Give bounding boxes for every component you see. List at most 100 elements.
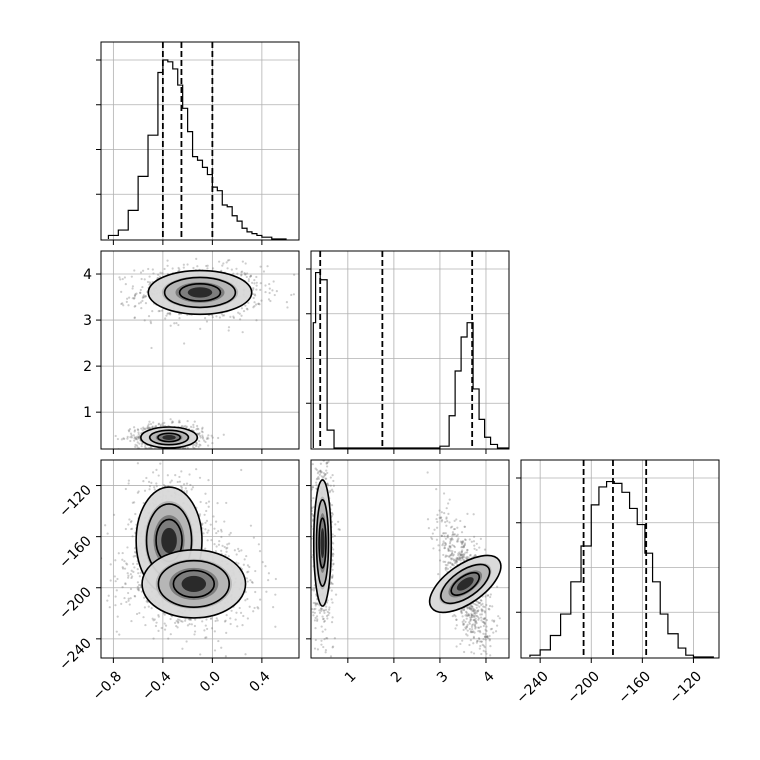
sample-point	[176, 626, 179, 629]
sample-point	[319, 607, 323, 610]
sample-point	[459, 552, 462, 555]
sample-point	[189, 425, 193, 428]
sample-point	[146, 426, 149, 429]
sample-point	[469, 607, 473, 611]
sample-point	[482, 644, 485, 647]
sample-point	[451, 532, 455, 536]
sample-point	[126, 546, 129, 549]
sample-point	[168, 450, 170, 452]
sample-point	[469, 616, 472, 619]
sample-point	[464, 610, 468, 613]
sample-point	[235, 267, 238, 270]
sample-point	[216, 619, 219, 622]
sample-point	[325, 446, 327, 448]
sample-point	[450, 525, 454, 528]
sample-point	[329, 655, 333, 658]
sample-point	[130, 275, 133, 278]
sample-point	[134, 512, 137, 516]
sample-point	[466, 607, 469, 610]
sample-point	[455, 624, 458, 627]
sample-point	[233, 549, 236, 552]
sample-point	[147, 423, 150, 426]
sample-point	[132, 434, 135, 437]
sample-point	[313, 619, 317, 622]
sample-point	[331, 575, 334, 578]
sample-point	[176, 618, 179, 621]
sample-point	[144, 295, 147, 298]
sample-point	[199, 653, 202, 656]
sample-point	[129, 435, 132, 439]
sample-point	[179, 451, 181, 453]
sample-point	[203, 455, 205, 457]
sample-point	[338, 528, 341, 531]
sample-point	[195, 441, 198, 445]
sample-point	[198, 432, 201, 435]
sample-point	[169, 418, 172, 421]
sample-point	[201, 426, 204, 429]
sample-point	[444, 537, 448, 540]
sample-point	[475, 542, 478, 545]
sample-point	[215, 545, 218, 548]
sample-point	[255, 284, 258, 287]
sample-point	[136, 491, 139, 494]
sample-point	[138, 452, 140, 454]
sample-point	[136, 585, 139, 588]
sample-point	[149, 322, 153, 325]
sample-point	[184, 487, 187, 490]
sample-point	[170, 479, 173, 482]
sample-point	[324, 628, 327, 631]
sample-point	[142, 427, 146, 430]
sample-point	[136, 462, 139, 465]
sample-point	[167, 312, 170, 315]
sample-point	[268, 287, 271, 290]
sample-point	[308, 617, 310, 619]
sample-point	[134, 437, 138, 441]
sample-point	[134, 294, 137, 297]
sample-point	[151, 268, 154, 271]
sample-point	[133, 452, 135, 454]
sample-point	[331, 616, 334, 619]
sample-point	[222, 314, 226, 317]
sample-point	[326, 483, 329, 486]
sample-point	[192, 426, 195, 429]
contour-p0-p1-1-1	[148, 429, 190, 446]
sample-point	[461, 556, 464, 559]
sample-point	[160, 626, 163, 630]
sample-point	[265, 590, 268, 593]
sample-point	[489, 595, 492, 599]
sample-point	[324, 648, 328, 652]
sample-point	[195, 428, 198, 431]
sample-point	[177, 421, 181, 424]
sample-point	[223, 520, 226, 523]
sample-point	[244, 262, 247, 265]
sample-point	[454, 627, 457, 630]
sample-point	[474, 619, 478, 622]
sample-point	[486, 635, 489, 638]
sample-point	[490, 627, 494, 630]
sample-point	[321, 608, 324, 611]
sample-point	[246, 564, 250, 567]
sample-point	[325, 461, 328, 464]
sample-point	[260, 299, 263, 302]
sample-point	[311, 486, 315, 489]
sample-point	[306, 529, 308, 531]
sample-point	[329, 489, 332, 493]
sample-point	[236, 272, 239, 275]
sample-point	[123, 560, 126, 563]
sample-point	[134, 304, 137, 308]
sample-point	[154, 425, 157, 428]
sample-point	[323, 638, 326, 641]
sample-point	[334, 593, 338, 596]
sample-point	[325, 462, 328, 465]
sample-point	[121, 551, 124, 555]
sample-point	[209, 523, 212, 526]
sample-point	[178, 421, 181, 424]
sample-point	[253, 301, 256, 304]
sample-point	[136, 587, 139, 590]
sample-point	[143, 596, 146, 599]
sample-point	[129, 439, 132, 443]
sample-point	[163, 449, 165, 451]
sample-point	[130, 576, 133, 580]
sample-point	[177, 323, 180, 327]
sample-point	[178, 452, 180, 454]
